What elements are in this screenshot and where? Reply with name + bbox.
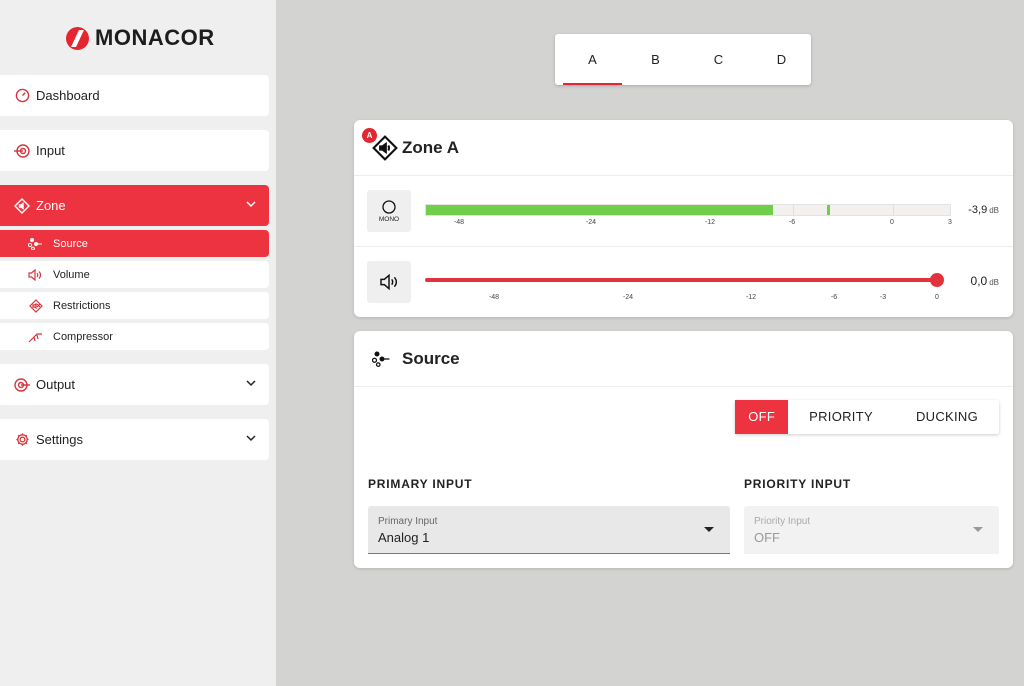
source-mode-toggle: OFF PRIORITY DUCKING	[735, 400, 999, 434]
source-card-header: Source	[354, 331, 1013, 387]
tab-zone-c[interactable]: C	[713, 52, 724, 67]
chevron-down-icon	[245, 432, 257, 447]
meter-row: MONO -48 -24 -12 -6 0 3 -3,9 dB	[354, 176, 1013, 247]
meter-segment-divider	[793, 205, 794, 215]
zone-title: Zone A	[402, 137, 459, 157]
primary-input-select[interactable]: Primary Input Analog 1	[368, 506, 730, 554]
meter-tick-label: -6	[788, 219, 796, 226]
priority-input-value: OFF	[754, 530, 780, 545]
sidebar-subitem-label: Restrictions	[53, 299, 111, 312]
volume-mute-button[interactable]	[367, 261, 411, 303]
monacor-logo: MONACOR	[66, 25, 215, 51]
sidebar-item-zone[interactable]: Zone	[0, 185, 269, 226]
dropdown-arrow-icon	[704, 527, 714, 532]
zone-card: A Zone A MONO -48 -24 -12 -6 0 3 -3,9 dB -48 -2…	[354, 120, 1013, 317]
mode-priority-button[interactable]: PRIORITY	[809, 409, 873, 424]
mono-label: MONO	[378, 215, 400, 223]
meter-tick-label: -24	[585, 219, 597, 226]
volume-tick-label: -48	[488, 294, 500, 301]
zone-speaker-icon	[372, 134, 398, 161]
sidebar-item-output[interactable]: Output	[0, 364, 269, 405]
restrictions-icon	[28, 298, 44, 313]
meter-tick-label: -48	[453, 219, 465, 226]
volume-icon	[28, 268, 44, 281]
output-icon	[14, 377, 30, 393]
logo-text: MONACOR	[95, 25, 215, 50]
primary-input-value: Analog 1	[378, 530, 430, 545]
primary-input-label: Primary Input	[378, 516, 438, 527]
meter-tick-label: 3	[948, 219, 952, 226]
priority-input-heading: PRIORITY INPUT	[744, 477, 851, 491]
zone-card-header: Zone A	[354, 120, 1013, 176]
source-icon	[372, 351, 392, 367]
sidebar-item-input[interactable]: Input	[0, 130, 269, 171]
sidebar-subitem-source[interactable]: Source	[0, 230, 269, 257]
volume-icon	[380, 274, 398, 290]
sidebar-subitem-label: Compressor	[53, 330, 113, 343]
meter-unit: dB	[989, 206, 999, 215]
chevron-down-icon	[245, 377, 257, 392]
sidebar-item-label: Dashboard	[36, 88, 100, 103]
mode-off-button[interactable]: OFF	[735, 400, 789, 434]
volume-row: -48 -24 -12 -6 -3 0 0,0 dB	[354, 247, 1013, 318]
sidebar-subitem-restrictions[interactable]: Restrictions	[0, 292, 269, 319]
sidebar-item-dashboard[interactable]: Dashboard	[0, 75, 269, 116]
sidebar-item-label: Zone	[36, 198, 66, 213]
level-meter	[425, 204, 951, 216]
volume-tick-label: -12	[745, 294, 757, 301]
mono-circle-icon	[382, 199, 396, 214]
volume-slider-handle[interactable]	[930, 273, 944, 287]
volume-tick-label: -3	[879, 294, 887, 301]
sidebar-subitem-compressor[interactable]: Compressor	[0, 323, 269, 350]
zone-speaker-icon	[14, 197, 30, 214]
volume-slider[interactable]	[425, 273, 944, 287]
mono-button[interactable]: MONO	[367, 190, 411, 232]
sidebar-subitem-label: Volume	[53, 268, 90, 281]
dropdown-arrow-icon	[973, 527, 983, 532]
meter-segment-divider	[893, 205, 894, 215]
priority-input-select: Priority Input OFF	[744, 506, 999, 554]
volume-tick-label: -6	[830, 294, 838, 301]
chevron-down-icon	[245, 198, 257, 213]
source-title: Source	[402, 348, 460, 368]
sidebar: MONACOR Dashboard Input Zone Source Volu…	[0, 0, 276, 686]
meter-tick-label: -12	[704, 219, 716, 226]
compressor-icon	[28, 331, 44, 343]
volume-tick-label: 0	[935, 294, 939, 301]
source-card: Source OFF PRIORITY DUCKING PRIMARY INPU…	[354, 331, 1013, 568]
gear-icon	[14, 432, 30, 448]
zone-tabs: A B C D	[555, 34, 811, 85]
sidebar-item-settings[interactable]: Settings	[0, 419, 269, 460]
gauge-icon	[14, 88, 30, 104]
source-icon	[28, 237, 44, 250]
sidebar-item-label: Settings	[36, 432, 83, 447]
tab-zone-b[interactable]: B	[651, 52, 660, 67]
sidebar-item-label: Input	[36, 143, 65, 158]
level-meter-peak	[827, 205, 830, 215]
input-icon	[14, 143, 30, 159]
meter-readout: -3,9 dB	[968, 204, 999, 216]
volume-tick-label: -24	[622, 294, 634, 301]
volume-unit: dB	[989, 278, 999, 287]
primary-input-heading: PRIMARY INPUT	[368, 477, 473, 491]
level-meter-fill	[426, 205, 773, 215]
logo-mark-icon	[66, 26, 89, 50]
zone-badge: A	[362, 128, 377, 143]
priority-input-label: Priority Input	[754, 516, 811, 527]
tab-zone-d[interactable]: D	[776, 52, 787, 67]
meter-tick-label: 0	[890, 219, 894, 226]
sidebar-subitem-label: Source	[53, 237, 88, 250]
tab-zone-a[interactable]: A	[563, 34, 622, 85]
sidebar-subitem-volume[interactable]: Volume	[0, 261, 269, 288]
volume-value: 0,0	[970, 274, 988, 288]
volume-readout: 0,0 dB	[971, 274, 999, 288]
sidebar-item-label: Output	[36, 377, 76, 392]
mode-ducking-button[interactable]: DUCKING	[915, 409, 978, 424]
meter-value: -3,9	[968, 204, 988, 216]
